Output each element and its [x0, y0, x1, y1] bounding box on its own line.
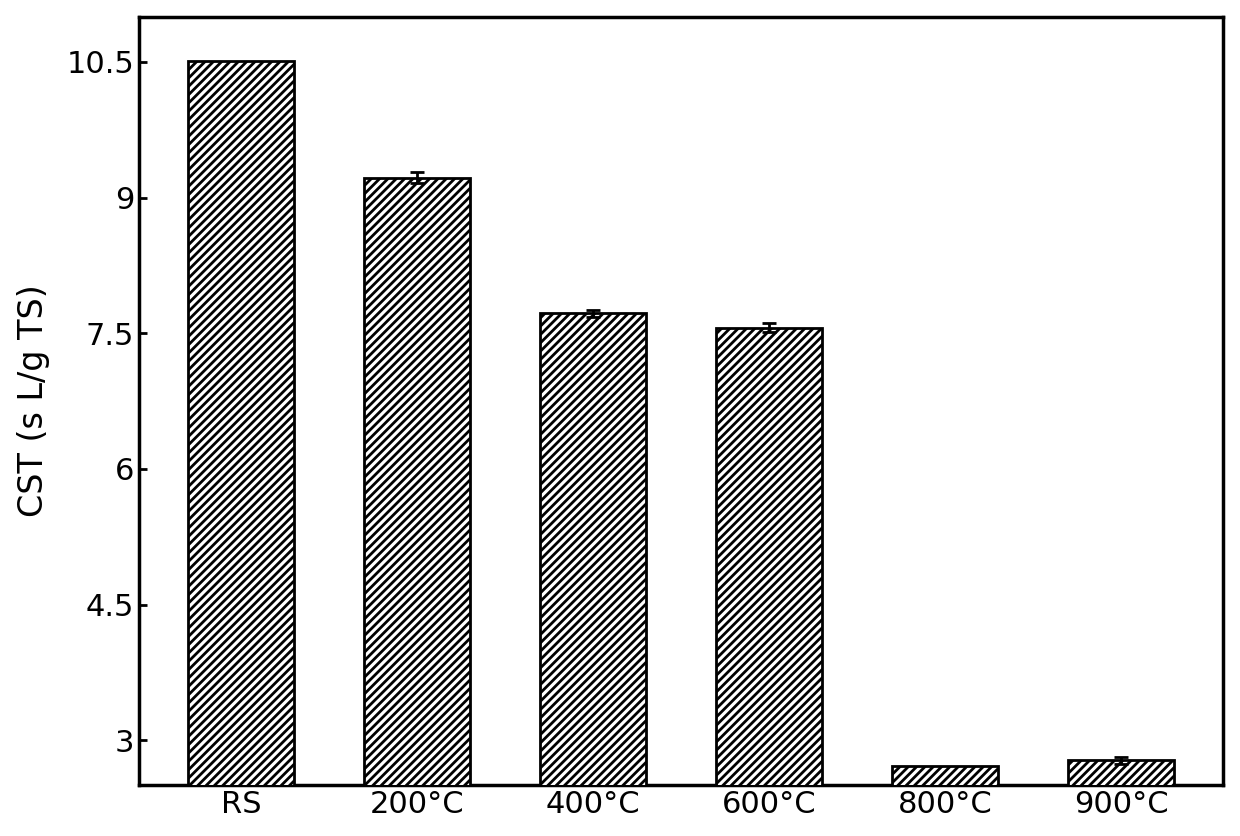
Bar: [365, 178, 470, 836]
Bar: [893, 766, 998, 836]
Bar: [541, 314, 646, 836]
Bar: [1069, 760, 1174, 836]
Bar: [717, 328, 822, 836]
Bar: [188, 61, 294, 836]
Y-axis label: CST (s L/g TS): CST (s L/g TS): [16, 285, 50, 517]
